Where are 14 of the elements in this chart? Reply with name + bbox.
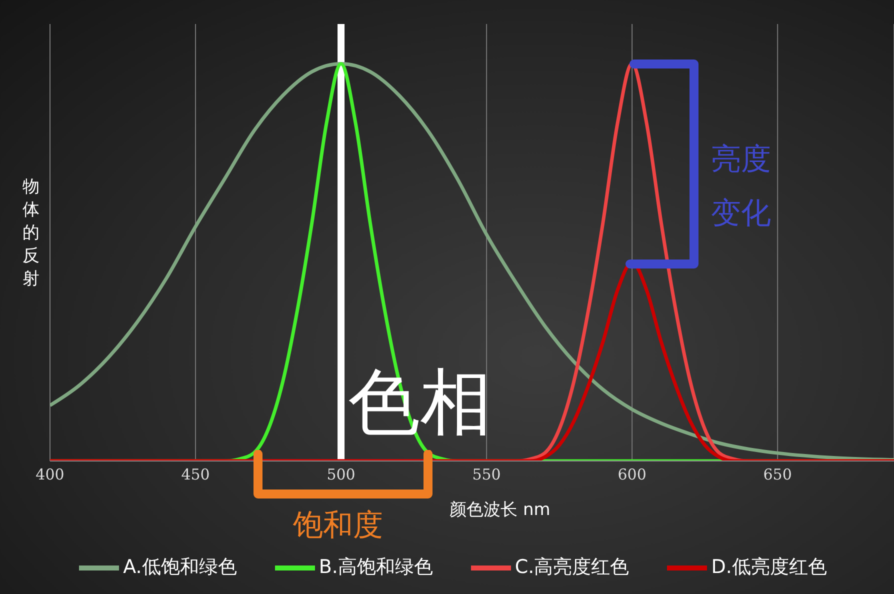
y-axis-title: 物体的反射 <box>22 176 40 291</box>
x-tick-label: 400 <box>36 466 64 484</box>
x-tick-label: 550 <box>472 466 501 484</box>
legend-label: A.低饱和绿色 <box>123 556 237 578</box>
legend-label: C.高亮度红色 <box>514 556 630 578</box>
annotation: 亮度变化 <box>711 141 772 233</box>
x-tick-label: 600 <box>618 466 646 484</box>
x-tick-label: 500 <box>326 466 356 484</box>
x-tick-label: 450 <box>181 466 210 484</box>
x-axis-title: 颜色波长 nm <box>448 499 552 521</box>
legend-label: B.高饱和绿色 <box>318 556 433 578</box>
text: 饱和度 <box>293 507 383 545</box>
legend-label: D.低亮度红色 <box>711 556 827 578</box>
x-tick-label: 650 <box>763 466 792 484</box>
